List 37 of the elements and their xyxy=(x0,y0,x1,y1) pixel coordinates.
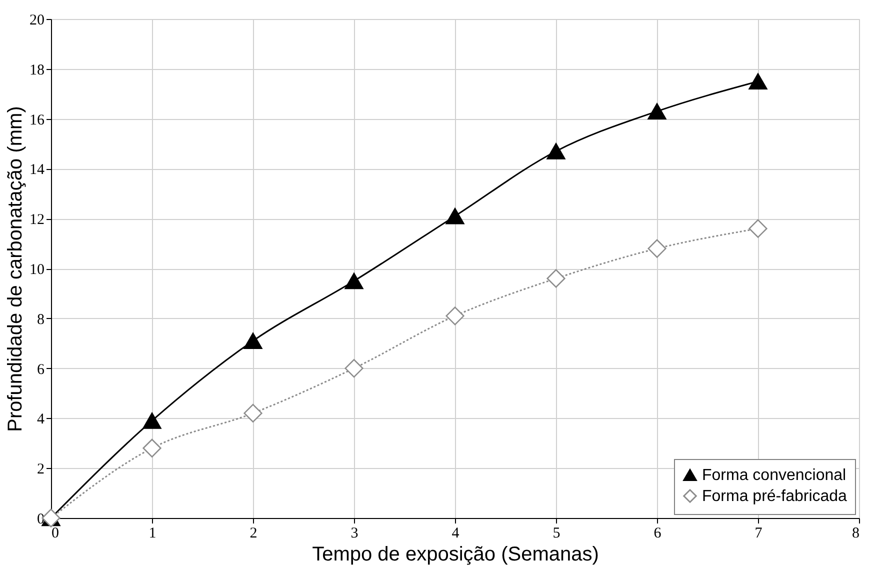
x-tick-label: 4 xyxy=(452,526,460,542)
point xyxy=(748,73,768,90)
x-tick-label: 1 xyxy=(148,526,156,542)
y-tick-label: 20 xyxy=(30,12,44,28)
y-tick-label: 16 xyxy=(30,112,45,128)
x-axis-title: Tempo de exposição (Semanas) xyxy=(312,544,599,566)
x-tick-label: 3 xyxy=(350,526,358,542)
x-tick-label: 5 xyxy=(552,526,560,542)
point xyxy=(748,219,768,238)
x-tick-label: 2 xyxy=(250,526,258,542)
x-tick-label: 0 xyxy=(52,526,59,542)
point xyxy=(142,412,162,429)
x-tick-label: 8 xyxy=(852,526,860,542)
legend-label: Forma convencional xyxy=(702,467,846,484)
point xyxy=(446,306,464,326)
point xyxy=(446,208,464,224)
legend-label: Forma pré-fabricada xyxy=(702,488,848,505)
x-tick-label: 7 xyxy=(754,526,763,542)
point xyxy=(244,332,262,350)
y-tick-label: 14 xyxy=(30,162,45,178)
y-tick-label: 8 xyxy=(37,312,44,328)
point xyxy=(142,438,162,458)
y-tick-label: 6 xyxy=(37,362,45,378)
y-tick-label: 4 xyxy=(37,412,45,428)
y-axis-title: Profundidade de carbonatação (mm) xyxy=(4,106,26,432)
y-tick-label: 10 xyxy=(30,262,44,278)
y-tick-label: 2 xyxy=(37,462,44,478)
point xyxy=(648,103,666,120)
point xyxy=(648,239,666,258)
point xyxy=(344,358,364,378)
point xyxy=(344,272,364,290)
y-tick-label: 12 xyxy=(30,212,44,228)
point xyxy=(244,404,262,423)
point xyxy=(546,269,566,288)
y-tick-label: 18 xyxy=(30,62,44,78)
x-tick-label: 6 xyxy=(654,526,662,542)
point xyxy=(546,143,566,160)
